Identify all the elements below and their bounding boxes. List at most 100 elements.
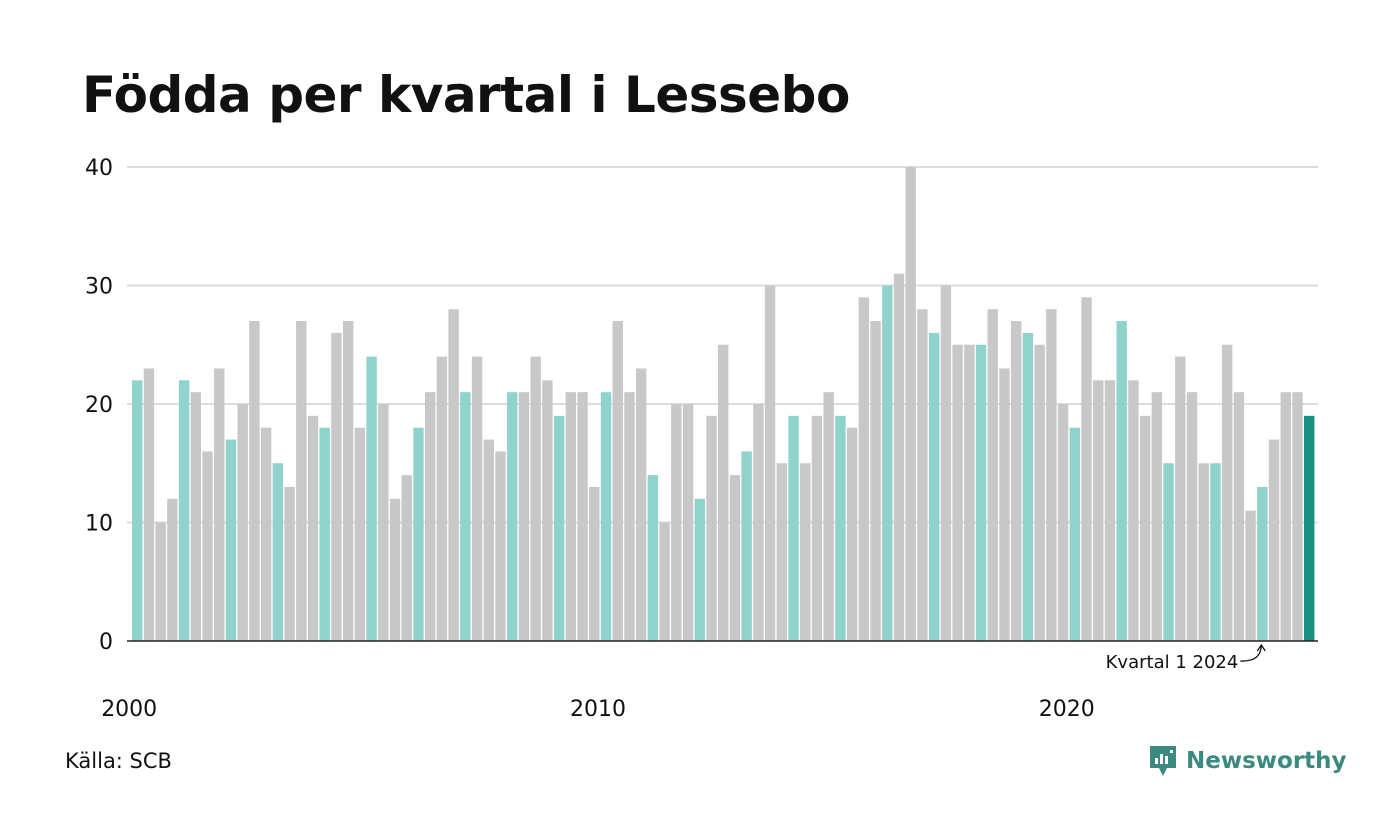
bar (225, 439, 237, 641)
bar (589, 486, 600, 641)
bar (307, 415, 319, 641)
bar (1104, 380, 1116, 641)
bar (1257, 486, 1268, 641)
bar (659, 522, 670, 641)
bar (1292, 392, 1303, 641)
bar (331, 332, 342, 641)
bar (1116, 321, 1127, 641)
bar (776, 463, 787, 641)
bar (823, 392, 834, 641)
bar (389, 498, 401, 641)
bar (342, 321, 354, 641)
bar (905, 167, 916, 641)
y-tick-label: 40 (85, 156, 113, 181)
bar (460, 392, 471, 641)
bar (518, 392, 530, 641)
bar (952, 344, 963, 641)
bar (694, 498, 705, 641)
bar (882, 285, 893, 641)
y-axis-ticks: 0 10 20 30 40 (85, 156, 113, 655)
bar (964, 344, 975, 641)
bar (870, 321, 881, 641)
bar (1093, 380, 1104, 641)
bar (764, 285, 776, 641)
x-tick-label: 2020 (1039, 697, 1095, 722)
bar (214, 368, 225, 641)
bar (1069, 427, 1080, 641)
bars (132, 167, 1315, 641)
bar (483, 439, 494, 641)
bar (917, 309, 928, 641)
bar (1151, 392, 1163, 641)
chart-title: Födda per kvartal i Lessebo (82, 66, 850, 124)
bar (143, 368, 155, 641)
bar (1175, 356, 1186, 641)
bar (635, 368, 647, 641)
bar (1198, 463, 1209, 641)
bar (436, 356, 448, 641)
bar (178, 380, 190, 641)
brand-name: Newsworthy (1186, 748, 1347, 774)
bar (1034, 344, 1045, 641)
bar (366, 356, 377, 641)
bar (612, 321, 623, 641)
y-tick-label: 30 (85, 275, 113, 300)
bar (1046, 309, 1057, 641)
bar (1245, 510, 1256, 641)
source-label: Källa: SCB (65, 749, 172, 773)
bar (893, 273, 905, 641)
bar (284, 486, 295, 641)
bar (600, 392, 612, 641)
bar (296, 321, 307, 641)
bar (354, 427, 366, 641)
bar (928, 332, 940, 641)
bar (425, 392, 436, 641)
bar (1163, 463, 1174, 641)
bar (471, 356, 483, 641)
bar (272, 463, 284, 641)
bar (577, 392, 588, 641)
bar (448, 309, 459, 641)
bar (530, 356, 541, 641)
annotation-label: Kvartal 1 2024 (1106, 652, 1239, 673)
bar (413, 427, 424, 641)
bar (718, 344, 729, 641)
bar (553, 415, 565, 641)
bar (671, 404, 682, 641)
bar (647, 475, 659, 641)
bar (835, 415, 846, 641)
bar (237, 404, 248, 641)
bar (202, 451, 213, 641)
y-tick-label: 10 (85, 512, 113, 537)
bar (260, 427, 272, 641)
bar (495, 451, 506, 641)
newsworthy-logo-icon (1150, 746, 1176, 776)
bar (975, 344, 987, 641)
bar (1057, 404, 1069, 641)
bar (987, 309, 998, 641)
x-tick-label: 2000 (101, 697, 157, 722)
bar (507, 392, 518, 641)
bar (319, 427, 330, 641)
bar (401, 475, 412, 641)
bar (378, 404, 389, 641)
bar (846, 427, 858, 641)
bar (811, 415, 823, 641)
bar (249, 321, 260, 641)
bar (624, 392, 635, 641)
x-axis-ticks: 2000 2010 2020 (101, 697, 1095, 722)
bar (1268, 439, 1280, 641)
bar (999, 368, 1010, 641)
bar (1210, 463, 1221, 641)
bar (1011, 321, 1022, 641)
bar (1280, 392, 1291, 641)
y-tick-label: 0 (99, 630, 113, 655)
bar (788, 415, 799, 641)
bar (940, 285, 952, 641)
bar (1139, 415, 1151, 641)
bar (190, 392, 201, 641)
brand-logo[interactable]: Newsworthy (1148, 744, 1347, 778)
latest-annotation: Kvartal 1 2024 (1106, 643, 1266, 673)
bar (1022, 332, 1034, 641)
